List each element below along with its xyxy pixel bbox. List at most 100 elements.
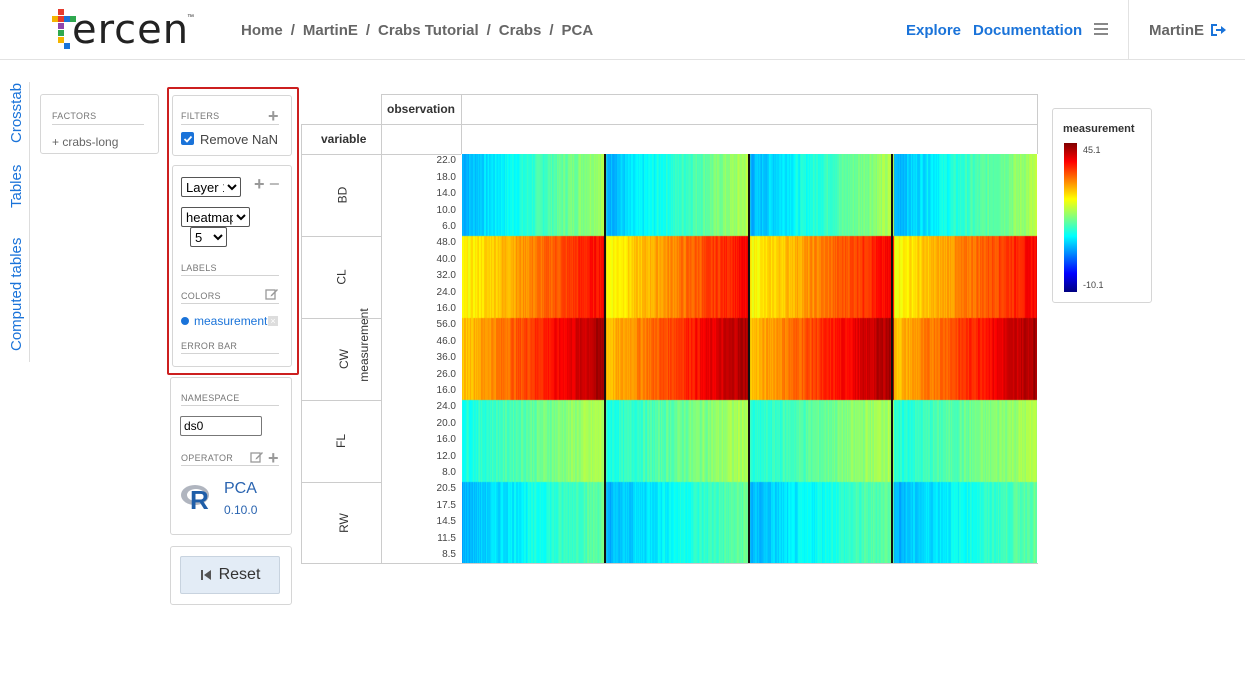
breadcrumb-separator: / — [549, 22, 554, 39]
operator-version: 0.10.0 — [224, 503, 258, 517]
row-label-bd[interactable]: BD — [335, 186, 350, 204]
size-select[interactable]: 5 — [190, 227, 227, 247]
r-language-icon — [181, 485, 209, 505]
reset-label: Reset — [218, 566, 261, 583]
y-tick-label: 48.0 — [436, 237, 456, 248]
chart-type-select[interactable]: heatmap — [181, 207, 250, 227]
legend-min: -10.1 — [1083, 280, 1104, 290]
y-tick-label: 56.0 — [436, 319, 456, 330]
operator-name[interactable]: PCA — [224, 480, 257, 497]
add-layer-icon[interactable]: + — [254, 174, 265, 194]
color-factor-dot-icon — [181, 317, 189, 325]
y-tick-label: 24.0 — [436, 286, 456, 298]
breadcrumb-project[interactable]: Crabs Tutorial — [378, 22, 479, 39]
layer-select[interactable]: Layer 1 — [181, 177, 241, 197]
logo-trademark: ™ — [187, 14, 194, 21]
y-tick-label: 22.0 — [436, 155, 456, 166]
logo-cross-icon — [52, 9, 76, 49]
row-divider — [301, 482, 381, 483]
edit-colors-icon[interactable] — [265, 287, 279, 301]
highlight-box — [167, 87, 299, 375]
legend-colorbar — [1064, 143, 1077, 292]
breadcrumb-user[interactable]: MartinE — [302, 22, 358, 39]
row-header-variable[interactable]: variable — [321, 132, 367, 146]
remove-layer-icon[interactable]: − — [269, 174, 280, 194]
tab-tables[interactable]: Tables — [8, 164, 25, 208]
row-label-cl[interactable]: CL — [334, 269, 349, 285]
namespace-input[interactable] — [180, 416, 262, 436]
filters-panel — [172, 95, 292, 156]
tercen-logo[interactable] — [48, 6, 198, 54]
remove-nan-label: Remove NaN — [200, 132, 279, 147]
labels-title: LABELS — [181, 263, 217, 273]
y-tick-label: 18.0 — [436, 171, 456, 183]
row-divider — [301, 236, 381, 237]
y-tick-label: 14.5 — [436, 516, 456, 527]
remove-nan-checkbox[interactable] — [181, 132, 194, 145]
breadcrumb-home[interactable]: Home — [241, 22, 283, 39]
operator-divider — [181, 465, 279, 466]
breadcrumb-workflow[interactable]: Crabs — [498, 22, 542, 39]
logo-text: ercen — [72, 7, 190, 53]
colors-divider — [181, 303, 279, 304]
namespace-divider — [181, 405, 279, 406]
y-tick-label: 40.0 — [436, 253, 456, 265]
factors-title: FACTORS — [52, 111, 97, 121]
row-label-fl[interactable]: FL — [334, 433, 349, 449]
y-tick-label: 8.0 — [442, 467, 456, 478]
checkmark-icon — [183, 135, 192, 143]
menu-icon[interactable] — [1094, 20, 1108, 38]
color-factor-measurement[interactable]: measurement — [194, 314, 268, 328]
header-divider — [1128, 0, 1129, 59]
operator-title: OPERATOR — [181, 453, 234, 463]
row-label-cw[interactable]: CW — [337, 349, 351, 369]
breadcrumb-step[interactable]: PCA — [561, 22, 594, 39]
y-tick-label: 20.0 — [436, 417, 456, 429]
row-label-rw[interactable]: RW — [336, 513, 351, 533]
nav-explore[interactable]: Explore — [906, 22, 962, 39]
nav-documentation[interactable]: Documentation — [973, 22, 1083, 39]
remove-color-factor-icon[interactable]: × — [268, 316, 278, 326]
heatmap-separator — [891, 154, 893, 563]
heatmap-separator — [604, 154, 606, 563]
legend-title: measurement — [1063, 123, 1135, 135]
y-tick-label: 46.0 — [436, 335, 456, 347]
row-divider — [301, 400, 381, 401]
logout-icon[interactable] — [1210, 22, 1227, 38]
colors-title: COLORS — [181, 291, 221, 301]
column-header-observation[interactable]: observation — [387, 102, 456, 116]
y-tick-label: 32.0 — [436, 270, 456, 281]
y-tick-label: 20.5 — [436, 483, 456, 494]
side-tabs-border — [29, 82, 30, 362]
factors-divider — [52, 124, 144, 125]
edit-operator-icon[interactable] — [250, 450, 264, 464]
add-filter-icon[interactable]: + — [268, 106, 279, 126]
legend-max: 45.1 — [1083, 145, 1101, 155]
add-operator-icon[interactable]: + — [268, 448, 279, 468]
app-header — [0, 0, 1245, 60]
labels-divider — [181, 275, 279, 276]
operator-panel — [170, 377, 292, 535]
row-divider — [301, 154, 381, 155]
reset-button[interactable]: Reset — [180, 556, 280, 594]
y-tick-label: 16.0 — [436, 303, 456, 314]
y-tick-label: 36.0 — [436, 352, 456, 363]
y-tick-label: 14.0 — [436, 188, 456, 199]
y-tick-label: 16.0 — [436, 385, 456, 396]
r-language-letter: R — [190, 485, 209, 515]
y-tick-label: 26.0 — [436, 368, 456, 380]
y-tick-label: 10.0 — [436, 204, 456, 216]
user-name[interactable]: MartinE — [1149, 22, 1205, 39]
breadcrumb-separator: / — [486, 22, 491, 39]
layer-panel — [172, 165, 292, 367]
tab-crosstab[interactable]: Crosstab — [8, 82, 25, 143]
breadcrumb-separator: / — [290, 22, 295, 39]
y-tick-label: 8.5 — [442, 549, 456, 560]
filters-title: FILTERS — [181, 111, 220, 121]
y-tick-label: 16.0 — [436, 434, 456, 445]
tab-computed-tables[interactable]: Computed tables — [8, 237, 25, 351]
errorbar-divider — [181, 353, 279, 354]
skip-back-icon — [200, 570, 211, 580]
filters-divider — [181, 124, 279, 125]
factor-item-crabs-long[interactable]: + crabs-long — [52, 135, 119, 149]
